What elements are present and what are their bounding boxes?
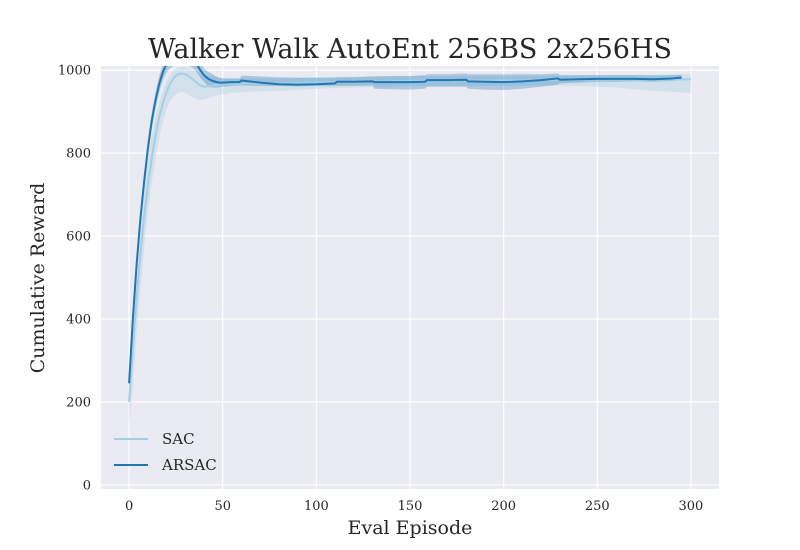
- y-axis-label: Cumulative Reward: [27, 183, 49, 374]
- line-arsac: [128, 66, 682, 384]
- series-layer: [128, 66, 691, 427]
- chart-title: Walker Walk AutoEnt 256BS 2x256HS: [148, 34, 672, 65]
- legend: SAC ARSAC: [114, 430, 217, 474]
- y-axis-ticks: 0 200 400 600 800 1000: [58, 64, 91, 494]
- x-tick-label: 300: [678, 499, 703, 514]
- grid-lines: [101, 66, 719, 489]
- x-axis-ticks: 0 50 100 150 200 250 300: [125, 499, 703, 514]
- x-tick-label: 150: [398, 499, 423, 514]
- y-tick-label: 800: [66, 147, 91, 162]
- x-axis-label: Eval Episode: [348, 517, 473, 539]
- y-tick-label: 1000: [58, 64, 91, 79]
- x-tick-label: 0: [125, 499, 133, 514]
- legend-label-sac: SAC: [162, 430, 195, 448]
- y-tick-label: 400: [66, 312, 91, 327]
- legend-label-arsac: ARSAC: [161, 456, 217, 474]
- x-tick-label: 250: [585, 499, 610, 514]
- y-tick-label: 0: [83, 478, 91, 493]
- y-tick-label: 200: [66, 395, 91, 410]
- x-tick-label: 200: [491, 499, 516, 514]
- x-tick-label: 100: [304, 499, 329, 514]
- y-tick-label: 600: [66, 230, 91, 245]
- x-tick-label: 50: [214, 499, 231, 514]
